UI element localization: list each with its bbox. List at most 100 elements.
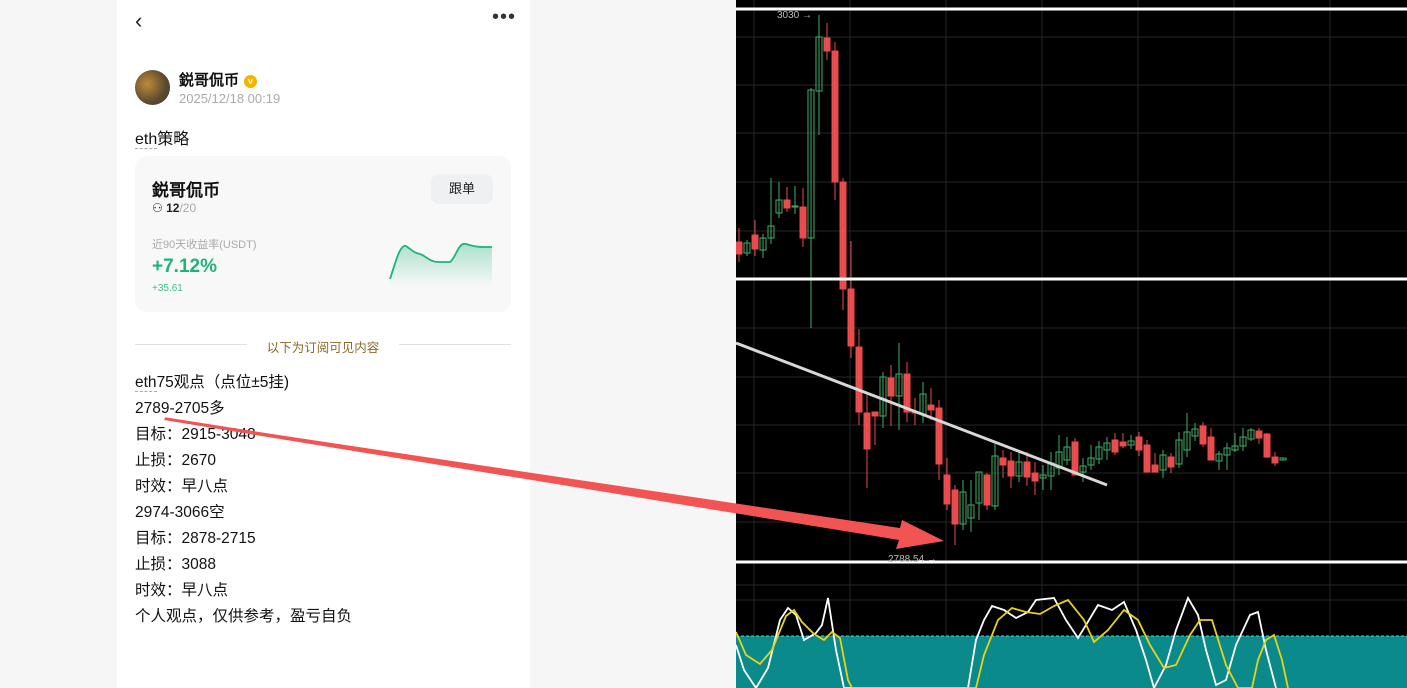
low-price-label: 2788.54 →: [888, 554, 937, 565]
post-line: 目标：2878-2715: [135, 526, 352, 552]
candle-body: [903, 373, 911, 413]
candle-body: [1039, 474, 1047, 479]
post-line-text: 时效：早八点: [135, 478, 229, 495]
candle: [799, 188, 807, 247]
candle-body: [1223, 447, 1231, 456]
candle-body: [951, 489, 959, 525]
candle-body: [871, 411, 879, 417]
follow-trade-button[interactable]: 跟单: [431, 174, 493, 204]
candle-body: [1279, 457, 1287, 461]
candle-body: [1135, 436, 1143, 451]
candle-body: [975, 471, 983, 504]
candle-body: [839, 181, 847, 290]
post-line-text: 目标：2878-2715: [135, 530, 256, 547]
candle: [1151, 453, 1159, 473]
candle-body: [1079, 465, 1087, 473]
candle-body: [1087, 457, 1095, 466]
candle-body: [943, 474, 951, 505]
candle-body: [991, 455, 999, 507]
candle: [895, 343, 903, 430]
candle-body: [1231, 445, 1239, 451]
candle: [1167, 453, 1175, 473]
candle-body: [1127, 440, 1135, 446]
trend-line: [736, 341, 1108, 487]
candle: [1183, 413, 1191, 457]
followers-max: /20: [179, 201, 197, 215]
candle: [1087, 445, 1095, 470]
candlestick-chart: 3030 → 2788.54 →: [736, 0, 1407, 688]
candle-body: [999, 457, 1007, 466]
post-line: eth75观点（点位±5挂): [135, 370, 352, 396]
candle: [1231, 433, 1239, 452]
candle: [927, 388, 935, 420]
candle-body: [815, 36, 823, 92]
candle-body: [1015, 461, 1023, 477]
candle-body: [1119, 441, 1127, 447]
post-body: eth75观点（点位±5挂) 2789-2705多 目标：2915-3048 止损：2…: [135, 370, 352, 630]
candle-body: [935, 407, 943, 465]
candle: [1223, 443, 1231, 470]
return-amount: +35.61: [152, 283, 183, 294]
candle: [791, 186, 799, 214]
copy-trade-card[interactable]: 鋭哥侃币 跟单 ⚇ 12/20 近90天收益率(USDT) +7.12% +35…: [135, 156, 511, 312]
author-name[interactable]: 鋭哥侃币 v: [179, 69, 258, 90]
candle: [959, 480, 967, 530]
candle: [1175, 432, 1183, 468]
candle-body: [1255, 430, 1263, 439]
candle: [767, 178, 775, 244]
candle: [751, 220, 759, 256]
candle-body: [791, 205, 799, 208]
candle: [1279, 457, 1287, 461]
candle: [1031, 462, 1039, 495]
candle-body: [1175, 439, 1183, 465]
post-line-text: 止损：3088: [135, 556, 216, 573]
candle-body: [1095, 446, 1103, 460]
candle: [1007, 452, 1015, 488]
candle: [783, 187, 791, 212]
post-line: 止损：2670: [135, 448, 352, 474]
candle-body: [983, 474, 991, 506]
post-line: 时效：早八点: [135, 474, 352, 500]
hashtag-link[interactable]: eth: [135, 131, 158, 149]
post-title: eth策略: [135, 125, 189, 149]
candle-body: [1063, 446, 1071, 461]
candle: [1047, 452, 1055, 490]
candle: [1159, 450, 1167, 478]
candle-body: [1143, 444, 1151, 473]
candle: [839, 178, 847, 310]
candle: [935, 400, 943, 480]
candle-body: [759, 237, 767, 251]
more-button[interactable]: •••: [492, 6, 516, 29]
candle: [736, 228, 743, 262]
candle-body: [823, 37, 831, 52]
post-line-text: 时效：早八点: [135, 582, 229, 599]
post-line: 个人观点，仅供参考，盈亏自负: [135, 604, 352, 630]
candle: [1215, 451, 1223, 470]
candle-body: [887, 377, 895, 397]
avatar[interactable]: [135, 70, 170, 105]
candle-body: [807, 89, 815, 239]
post-line-text: 个人观点，仅供参考，盈亏自负: [135, 608, 353, 625]
verified-icon: v: [244, 75, 258, 88]
back-button[interactable]: ‹: [135, 8, 142, 34]
candle-body: [967, 504, 975, 519]
candle-body: [1207, 436, 1215, 461]
candle: [1063, 437, 1071, 465]
candle-body: [831, 50, 839, 183]
candle: [1023, 452, 1031, 486]
candle-body: [1199, 425, 1207, 445]
oscillator-d-line: [736, 598, 1289, 688]
candle-body: [959, 491, 967, 525]
candle: [1263, 433, 1271, 458]
candle: [863, 395, 871, 488]
post-line: 2789-2705多: [135, 396, 352, 422]
candle: [831, 42, 839, 200]
candle: [1199, 422, 1207, 447]
candle: [1119, 433, 1127, 448]
oscillator-k-line: [736, 595, 1277, 688]
candle: [967, 480, 975, 532]
candle: [943, 458, 951, 510]
post-line-text: 75观点（点位±5挂): [156, 374, 290, 391]
candle-body: [775, 199, 783, 214]
hashtag-link[interactable]: eth: [135, 374, 157, 392]
